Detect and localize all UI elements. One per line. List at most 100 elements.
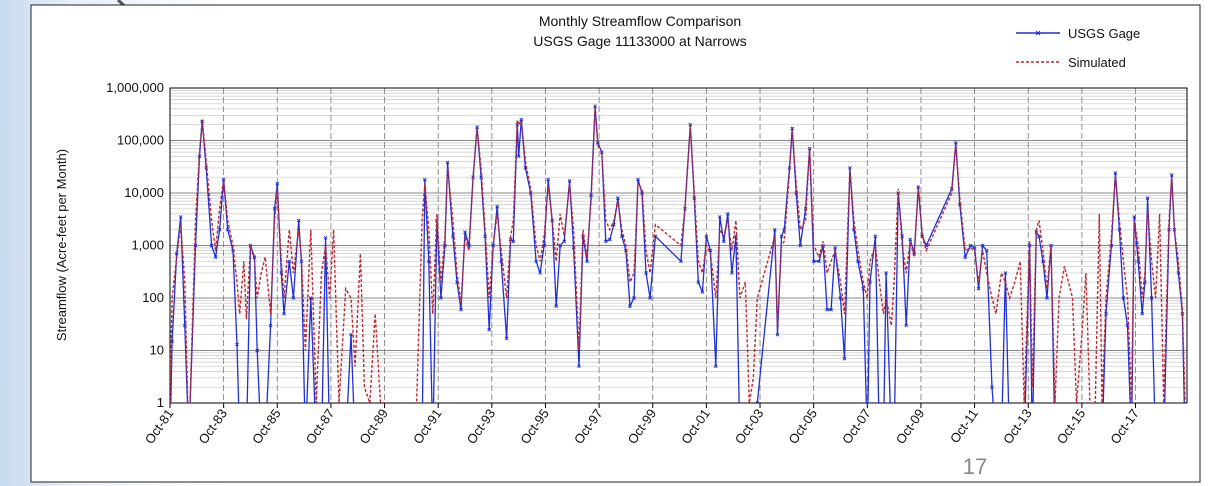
y-axis-label: Streamflow (Acre-feet per Month) [54,149,69,341]
series-marker [700,290,705,294]
chart-subtitle: USGS Gage 11133000 at Narrows [533,33,747,49]
chart-title: Monthly Streamflow Comparison [539,13,741,29]
series-marker [213,255,218,260]
legend-label: USGS Gage [1068,26,1140,41]
series-marker [811,259,816,264]
series-marker [908,237,913,242]
series-marker [504,336,509,341]
series-marker [990,385,994,390]
series-marker [511,239,516,244]
series-marker [519,117,524,122]
series-marker [1003,271,1008,275]
series-marker [178,215,183,219]
series-marker [585,259,589,264]
series-marker [696,280,701,285]
series-marker [1140,311,1145,316]
series-marker [1121,296,1126,300]
series-marker [197,154,202,159]
y-tick-label: 10 [150,343,164,358]
series-marker [508,237,513,242]
series-marker [713,364,718,369]
series-marker [963,255,968,260]
series-marker [209,243,214,248]
series-marker [491,243,496,248]
series-marker [495,204,500,209]
series-marker [976,286,981,291]
series-marker [463,230,467,234]
series-marker [1145,196,1150,200]
series-marker [842,356,847,361]
series-marker [644,271,648,275]
plot-area-border [169,87,1188,404]
series-marker [1045,296,1049,300]
series-marker [308,296,313,300]
series-marker [636,177,640,182]
series-marker [980,243,985,248]
series-marker [904,323,909,328]
plot-series [170,104,1186,403]
series-marker [848,166,852,170]
series-marker [546,177,551,182]
series-marker [567,179,572,183]
series-marker [268,323,273,328]
series-marker [972,246,977,250]
series-marker [445,160,450,165]
series-marker [275,181,280,186]
series-marker [884,271,888,275]
series-marker [487,327,492,332]
y-tick-label: 1 [157,395,164,410]
series-marker [291,296,296,300]
series-marker [538,271,542,275]
series-marker [1169,173,1174,177]
series-marker [554,304,559,308]
series-marker [612,222,616,227]
series-marker [1037,234,1041,239]
series-marker [349,332,353,337]
series-marker [459,307,463,312]
series-marker [692,196,697,200]
series-marker [825,307,829,312]
y-tick-label: 1,000,000 [106,80,164,95]
series-marker [1149,296,1154,300]
series-marker [708,248,713,253]
series-marker [838,296,843,300]
series-marker [775,332,780,337]
series-marker [688,122,693,127]
series-line [170,107,1186,403]
series-marker [725,212,730,216]
series-marker [516,154,521,159]
series-marker [717,215,722,219]
series-marker [603,239,608,244]
series-marker [255,348,260,353]
series-marker [296,218,301,223]
series-marker [607,237,612,242]
series-marker [640,191,644,195]
legend-marker [1035,30,1041,36]
series-marker [248,243,253,248]
series-marker [577,364,581,369]
y-tick-label: 100 [142,290,164,305]
series-marker [730,271,734,275]
series-marker [558,243,563,248]
series-marker [817,259,821,264]
y-tick-label: 1,000 [131,238,164,253]
series-marker [282,311,286,316]
series-marker [593,104,597,109]
series-marker [225,227,230,232]
series-marker [772,227,777,232]
series-marker [217,227,222,232]
series-marker [616,196,620,200]
series-marker [755,401,760,403]
series-marker [550,218,555,223]
series-marker [439,296,443,300]
series-marker [323,235,328,240]
legend-label: Simulated [1068,55,1126,70]
series-marker [1034,230,1039,234]
series-marker [829,307,833,312]
series-marker [534,259,538,264]
series-marker [798,243,803,248]
slide-number: 17 [963,454,987,479]
series-marker [790,126,795,131]
